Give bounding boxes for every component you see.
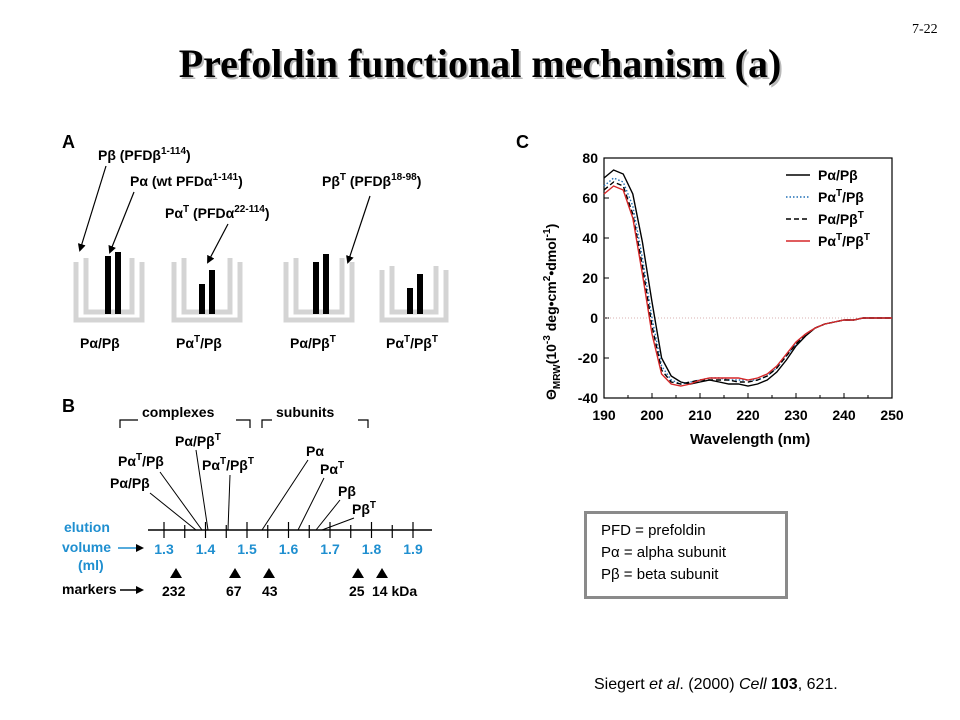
- peak-label-pat-pbt: PαT/PβT: [202, 456, 254, 473]
- arrow-pbt: [346, 195, 371, 264]
- panel-c-label: C: [516, 132, 529, 152]
- citation: Siegert et al. (2000) Cell 103, 621.: [594, 676, 838, 694]
- citation-author: Siegert: [594, 676, 650, 693]
- x-tick-label: 200: [640, 407, 664, 423]
- slide-title: Prefoldin functional mechanism (a): [178, 41, 782, 86]
- data-series: [603, 169, 892, 387]
- marker-triangle-232: [170, 568, 182, 578]
- x-axis-title: Wavelength (nm): [690, 431, 810, 448]
- legend-entry: PαT/Pβ: [818, 188, 864, 205]
- marker-triangle-43: [263, 568, 275, 578]
- arrow-pb: [77, 165, 107, 252]
- elution-ticks: [163, 522, 414, 538]
- citation-year: . (2000): [679, 676, 739, 693]
- complex-pat-pb-diagram: [171, 258, 243, 323]
- series-line-4: [603, 185, 892, 387]
- complex-label-pat-pbt: PαT/PβT: [386, 334, 438, 351]
- elution-tick-labels: 1.3 1.4 1.5 1.6 1.7 1.8 1.9: [154, 541, 423, 557]
- marker-label-14kda: 14 kDa: [372, 583, 417, 599]
- citation-etal: et al: [649, 676, 680, 693]
- peak-label-pa-pb: Pα/Pβ: [110, 475, 150, 491]
- legend-line-beta: Pβ = beta subunit: [601, 566, 719, 583]
- marker-label-67: 67: [226, 583, 242, 599]
- complex-label-pat-pb: PαT/Pβ: [176, 334, 222, 351]
- annotation-pat: PαT (PFDα22-114): [165, 204, 270, 221]
- peak-label-pb: Pβ: [338, 483, 356, 499]
- y-axis-ticks: 80 60 40 20 0 -20 -40: [578, 150, 609, 406]
- elution-tick-label: 1.6: [279, 541, 299, 557]
- elution-tick-label: 1.7: [320, 541, 340, 557]
- x-tick-label: 190: [592, 407, 616, 423]
- y-axis-title: ΘMRW(10-3 deg•cm2•dmol-1): [542, 224, 563, 400]
- complex-pa-pb-diagram: [73, 252, 145, 323]
- x-tick-label: 210: [688, 407, 712, 423]
- marker-triangle-25: [352, 568, 364, 578]
- y-tick-label: 80: [582, 150, 598, 166]
- x-tick-label: 230: [784, 407, 808, 423]
- peak-label-pat: PαT: [320, 460, 344, 477]
- marker-label-43: 43: [262, 583, 278, 599]
- citation-journal: Cell: [738, 676, 767, 693]
- peak-label-pat-pb: PαT/Pβ: [118, 452, 164, 469]
- panel-a-label: A: [62, 132, 75, 152]
- peak-label-pa: Pα: [306, 443, 324, 459]
- elution-axis-line2: volume: [62, 539, 111, 555]
- complex-label-pa-pbt: Pα/PβT: [290, 334, 336, 351]
- marker-label-232: 232: [162, 583, 186, 599]
- citation-volume: 103: [771, 676, 798, 693]
- slide-number: 7-22: [912, 22, 938, 37]
- annotation-pa: Pα (wt PFDα1-141): [130, 172, 243, 189]
- elution-tick-label: 1.5: [237, 541, 257, 557]
- abbreviation-legend: PFD = prefoldin Pα = alpha subunit Pβ = …: [584, 511, 788, 599]
- x-axis-ticks: 190 200 210 220 230 240 250: [592, 393, 904, 423]
- legend-entry: Pα/Pβ: [818, 167, 858, 183]
- y-tick-label: 40: [582, 230, 598, 246]
- elution-axis-line3: (ml): [78, 557, 104, 573]
- marker-triangle-67: [229, 568, 241, 578]
- y-tick-label: -40: [578, 390, 598, 406]
- y-tick-label: -20: [578, 350, 598, 366]
- marker-triangle-14: [376, 568, 388, 578]
- legend-line-pfd: PFD = prefoldin: [601, 522, 706, 539]
- elution-tick-label: 1.9: [403, 541, 423, 557]
- elution-tick-label: 1.8: [362, 541, 382, 557]
- arrow-pa: [108, 191, 135, 254]
- group-complexes-label: complexes: [142, 404, 215, 420]
- peak-label-pa-pbt: Pα/PβT: [175, 432, 221, 449]
- peak-label-pbt: PβT: [352, 500, 376, 517]
- elution-tick-label: 1.3: [154, 541, 174, 557]
- complex-pa-pbt-diagram: [283, 254, 355, 323]
- annotation-pb: Pβ (PFDβ1-114): [98, 146, 191, 163]
- x-tick-label: 240: [832, 407, 856, 423]
- x-tick-label: 220: [736, 407, 760, 423]
- complex-label-pa-pb: Pα/Pβ: [80, 335, 120, 351]
- legend-entry: Pα/PβT: [818, 210, 864, 227]
- group-subunits-label: subunits: [276, 404, 335, 420]
- elution-tick-label: 1.4: [196, 541, 216, 557]
- legend-entry: PαT/PβT: [818, 232, 870, 249]
- marker-label-25: 25: [349, 583, 365, 599]
- markers-label: markers: [62, 581, 117, 597]
- series-line-2: [603, 177, 892, 385]
- complex-pat-pbt-diagram: [379, 266, 449, 323]
- annotation-pbt: PβT (PFDβ18-98): [322, 172, 421, 189]
- legend-line-alpha: Pα = alpha subunit: [601, 544, 727, 561]
- chart-legend: Pα/Pβ PαT/Pβ Pα/PβT PαT/PβT: [786, 167, 870, 249]
- panel-b-label: B: [62, 396, 75, 416]
- citation-pages: , 621.: [797, 676, 838, 693]
- y-tick-label: 0: [590, 310, 598, 326]
- x-tick-label: 250: [880, 407, 904, 423]
- peak-leader-lines: [149, 449, 355, 531]
- arrow-pat: [207, 223, 229, 264]
- series-line-3: [603, 181, 892, 385]
- elution-axis-line1: elution: [64, 519, 110, 535]
- y-tick-label: 20: [582, 270, 598, 286]
- y-tick-label: 60: [582, 190, 598, 206]
